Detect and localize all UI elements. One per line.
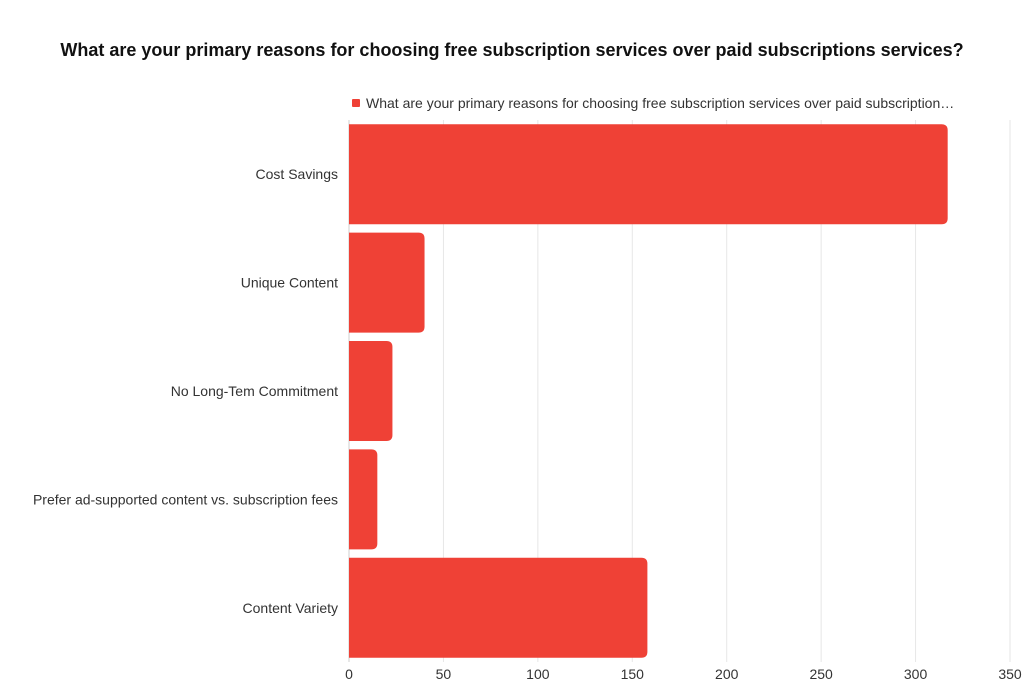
legend-label[interactable]: What are your primary reasons for choosi…: [366, 95, 954, 111]
bar-content-variety[interactable]: [349, 557, 648, 658]
x-tick-label-350: 350: [998, 666, 1022, 682]
category-label: Prefer ad-supported content vs. subscrip…: [33, 491, 338, 507]
x-tick-label-100: 100: [526, 666, 550, 682]
bar-prefer-ad-supported-content-vs-subscription-fees[interactable]: [349, 449, 378, 550]
legend-swatch[interactable]: [352, 99, 360, 107]
bar-unique-content[interactable]: [349, 232, 425, 333]
legend[interactable]: What are your primary reasons for choosi…: [352, 95, 954, 111]
chart-title: What are your primary reasons for choosi…: [60, 40, 964, 60]
category-label: Cost Savings: [256, 166, 338, 182]
x-tick-label-250: 250: [809, 666, 833, 682]
category-label: Content Variety: [243, 600, 338, 616]
x-axis-ticks: 0 50 100 150 200 250 300 350: [345, 666, 1022, 682]
bars: [349, 124, 948, 658]
x-tick-label-150: 150: [621, 666, 645, 682]
x-tick-label-0: 0: [345, 666, 353, 682]
category-label: No Long-Tem Commitment: [171, 383, 338, 399]
category-labels: Cost Savings Unique Content No Long-Tem Co…: [33, 166, 338, 616]
category-label: Unique Content: [241, 275, 338, 291]
x-tick-label-200: 200: [715, 666, 739, 682]
bar-no-long-tem-commitment[interactable]: [349, 341, 393, 441]
bar-cost-savings[interactable]: [349, 124, 948, 225]
x-tick-label-50: 50: [436, 666, 452, 682]
x-tick-label-300: 300: [904, 666, 928, 682]
